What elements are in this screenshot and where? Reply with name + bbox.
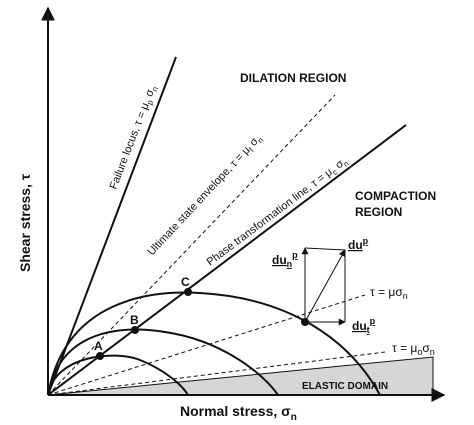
point-b-label: B	[130, 313, 139, 327]
x-axis-label: Normal stress, σn	[180, 403, 297, 423]
point-b-marker	[131, 326, 139, 334]
yield-surface-a	[47, 354, 189, 396]
tau-mu0-line	[47, 351, 386, 396]
failure-locus-line	[47, 56, 177, 396]
tau-mu-line	[47, 294, 366, 396]
tau-mu0-label: τ = μoσn	[392, 341, 435, 357]
failure-locus-label: Failure locus, τ = μp σn	[108, 84, 161, 192]
du-n-label: dunp	[272, 250, 298, 269]
point-a-label: A	[94, 339, 103, 353]
du-t-label: dutp	[352, 316, 376, 335]
du-p-vector	[304, 249, 346, 323]
point-a-marker	[96, 352, 104, 360]
yield-surface-b	[47, 328, 279, 396]
ultimate-state-line	[47, 94, 336, 396]
elastic-domain-label: ELASTIC DOMAIN	[302, 381, 388, 392]
du-n-guide	[304, 247, 346, 251]
point-c-label: C	[181, 275, 190, 289]
point-c-marker	[184, 288, 192, 296]
du-p-label: dup	[348, 236, 369, 252]
y-axis-label: Shear stress, τ	[17, 173, 33, 272]
phase-transformation-line	[47, 124, 407, 396]
compaction-region-label-2: REGION	[355, 205, 402, 219]
tau-mu-label: τ = μσn	[370, 285, 408, 301]
dilation-region-label: DILATION REGION	[240, 71, 346, 85]
yield-surface-c	[47, 291, 381, 396]
compaction-region-label-1: COMPACTION	[355, 189, 436, 203]
